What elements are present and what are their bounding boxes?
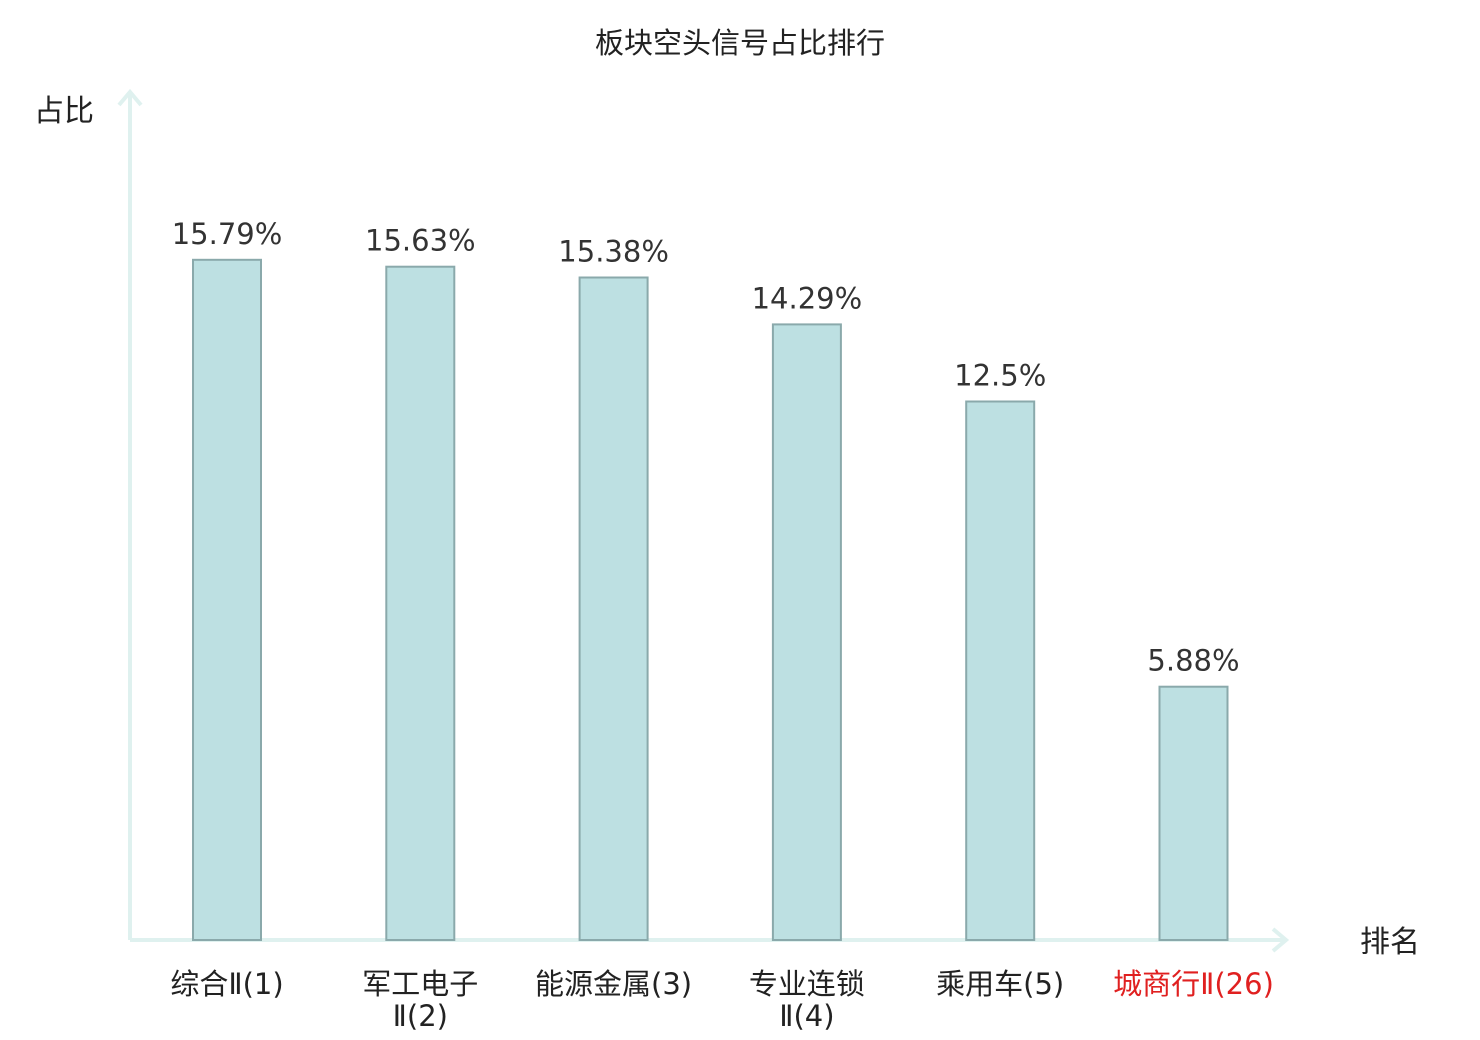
- x-axis-arrow: [1271, 927, 1290, 953]
- value-label: 15.38%: [558, 235, 669, 269]
- value-label: 12.5%: [954, 359, 1046, 393]
- value-label: 5.88%: [1147, 644, 1239, 678]
- value-label: 15.63%: [365, 224, 476, 258]
- bar: [1158, 685, 1229, 942]
- category-label: 军工电子: [362, 967, 478, 1001]
- y-axis-arrow: [117, 88, 143, 107]
- bar: [578, 276, 649, 941]
- bar: [965, 400, 1036, 941]
- bar: [385, 265, 456, 941]
- bar: [192, 258, 262, 941]
- x-axis-label: 排名: [1360, 925, 1420, 960]
- value-labels-group: 15.79% 15.63% 15.38% 14.29% 12.5% 5.88%: [172, 217, 1240, 678]
- category-label: 能源金属(3): [535, 967, 692, 1001]
- chart-title: 板块空头信号占比排行: [595, 26, 885, 60]
- bar: [771, 323, 842, 941]
- category-label: 综合Ⅱ(1): [170, 967, 283, 1001]
- category-label: 专业连锁: [749, 967, 865, 1001]
- y-axis-label: 占比: [34, 94, 94, 129]
- value-label: 14.29%: [752, 281, 863, 315]
- category-label: 城商行Ⅱ(26): [1113, 967, 1274, 1001]
- category-label: Ⅱ(4): [779, 999, 834, 1033]
- category-label: 乘用车(5): [936, 967, 1064, 1001]
- category-label: Ⅱ(2): [393, 999, 448, 1033]
- value-label: 15.79%: [172, 217, 283, 251]
- bars-group: [192, 258, 1229, 942]
